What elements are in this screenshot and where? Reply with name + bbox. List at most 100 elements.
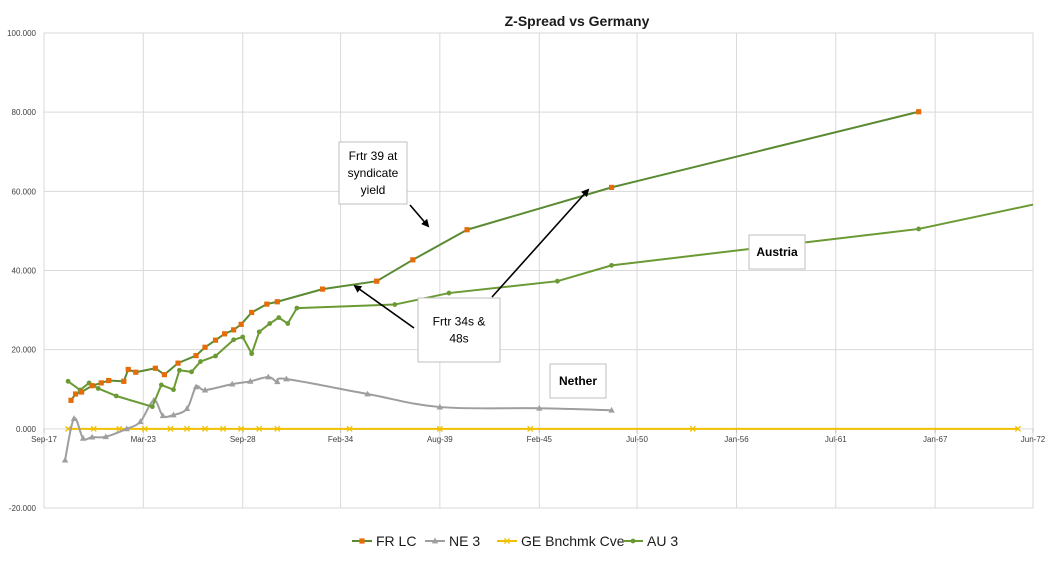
data-point-ne-3 <box>61 456 69 463</box>
x-tick-label: Jan-67 <box>923 435 948 444</box>
x-tick-label: Aug-39 <box>427 435 453 444</box>
data-point-ge-bnchmk-cve-stroke <box>1014 425 1021 432</box>
annotation-austria: Austria <box>748 234 806 270</box>
data-point-au-3 <box>189 369 194 375</box>
data-point-ge-bnchmk-cve <box>220 425 227 432</box>
data-point-au-3 <box>177 367 182 373</box>
data-point-ge-bnchmk-cve <box>527 425 534 432</box>
y-tick-label: 100.000 <box>7 29 36 38</box>
legend-swatch-marker <box>630 538 636 544</box>
data-point-ge-bnchmk-cve <box>201 425 209 432</box>
annotation-text-line: syndicate <box>348 166 399 180</box>
data-point-fr-lc <box>212 337 219 343</box>
data-point-au-3 <box>276 315 282 321</box>
data-point-ge-bnchmk-cve-stroke <box>183 425 191 432</box>
data-point-ne-3 <box>102 433 109 440</box>
data-point-ge-bnchmk-cve-stroke <box>65 425 72 432</box>
legend-swatch-marker <box>431 537 439 544</box>
y-tick-label: 40.000 <box>12 267 37 276</box>
data-point-ge-bnchmk-cve-stroke <box>527 425 534 432</box>
data-point-fr-lc <box>608 184 615 190</box>
annotation-box <box>549 363 607 399</box>
annotation-box <box>338 141 408 205</box>
data-point-au-3 <box>916 226 922 232</box>
data-point-ne-3 <box>436 403 444 410</box>
data-point-au-3 <box>213 353 218 359</box>
data-point-ne-3 <box>192 383 200 390</box>
data-point-au-3 <box>65 378 71 384</box>
annotation-text-line: Frtr 34s & <box>433 315 486 329</box>
data-point-au-3 <box>256 329 262 335</box>
data-point-au-3 <box>240 334 246 340</box>
data-point-ge-bnchmk-cve-stroke <box>238 425 245 432</box>
data-point-fr-lc <box>319 286 326 292</box>
x-tick-label: Sep-17 <box>31 435 57 444</box>
data-point-ne-3 <box>170 411 177 418</box>
data-point-fr-lc <box>222 331 228 337</box>
data-point-ge-bnchmk-cve-stroke <box>256 425 263 432</box>
data-point-ne-3 <box>137 418 144 425</box>
series-lines <box>61 109 1033 463</box>
x-tick-label: Mar-23 <box>131 435 157 444</box>
data-point-ge-bnchmk-cve-stroke <box>274 425 281 432</box>
data-point-ne-3 <box>70 415 78 421</box>
data-point-au-3 <box>149 404 155 410</box>
data-point-fr-lc <box>133 369 139 375</box>
annotation-frtr34: Frtr 34s & 48s <box>417 297 501 363</box>
data-point-ge-bnchmk-cve <box>346 425 353 432</box>
plot-area-border <box>43 32 1034 509</box>
legend: FR LC NE 3 GE Bnchmk Cve AU 3 <box>352 533 678 549</box>
legend-item: FR LC <box>352 533 416 549</box>
y-tick-label: -20.000 <box>9 504 37 513</box>
data-point-ne-3 <box>88 433 96 440</box>
data-point-ge-bnchmk-cve <box>436 425 443 432</box>
data-point-ne-3 <box>183 405 191 412</box>
annotation-nether: Nether <box>549 363 607 399</box>
data-point-ge-bnchmk-cve <box>274 425 281 432</box>
data-point-fr-lc <box>121 378 127 384</box>
axes: -20.000 0.000 20.000 40.000 60.000 80.000 100.… <box>7 29 1046 513</box>
data-point-ge-bnchmk-cve <box>167 425 174 432</box>
data-point-fr-lc <box>68 397 74 403</box>
data-point-ge-bnchmk-cve-stroke <box>116 425 123 432</box>
data-point-au-3 <box>392 302 398 307</box>
annotations: Frtr 39 at syndicate yield Frtr 34s & 48s Aus… <box>338 141 806 399</box>
legend-item: NE 3 <box>425 533 480 549</box>
annotation-frtr39: Frtr 39 at syndicate yield <box>338 141 408 205</box>
legend-label: NE 3 <box>449 533 480 549</box>
data-point-au-3 <box>198 359 203 364</box>
data-point-ne-3 <box>123 425 130 432</box>
data-point-fr-lc <box>89 383 95 389</box>
data-point-ge-bnchmk-cve-stroke <box>201 425 209 432</box>
y-tick-label: 20.000 <box>12 346 37 355</box>
x-tick-label: Feb-45 <box>527 435 553 444</box>
data-point-fr-lc <box>410 257 416 263</box>
annotation-box <box>748 234 806 270</box>
data-point-ge-bnchmk-cve-stroke <box>346 425 353 432</box>
annotation-text-line: Nether <box>559 374 597 388</box>
y-tick-label: 60.000 <box>12 187 37 196</box>
data-point-fr-lc <box>175 360 181 366</box>
data-point-ne-3 <box>274 378 281 385</box>
data-point-fr-lc <box>106 377 112 384</box>
data-point-fr-lc <box>464 227 470 233</box>
legend-item: AU 3 <box>623 533 678 549</box>
series-line-au-3 <box>67 203 1033 408</box>
data-point-ge-bnchmk-cve-stroke <box>436 425 443 432</box>
data-point-ne-3 <box>364 390 371 397</box>
x-tick-label: Sep-28 <box>230 435 256 444</box>
data-point-ge-bnchmk-cve <box>183 425 191 432</box>
data-point-fr-lc <box>78 389 85 395</box>
legend-swatch-marker <box>503 537 511 545</box>
data-point-fr-lc <box>231 327 237 333</box>
annotation-text-line: Austria <box>756 245 798 259</box>
data-point-ne-3 <box>201 386 209 393</box>
data-point-au-3 <box>95 386 101 391</box>
data-point-ne-3 <box>79 434 87 441</box>
series-au-3 <box>65 203 1033 410</box>
data-point-ge-bnchmk-cve-stroke <box>141 425 148 432</box>
data-point-fr-lc <box>202 344 208 350</box>
data-point-fr-lc <box>72 391 79 397</box>
data-point-au-3 <box>158 382 164 388</box>
